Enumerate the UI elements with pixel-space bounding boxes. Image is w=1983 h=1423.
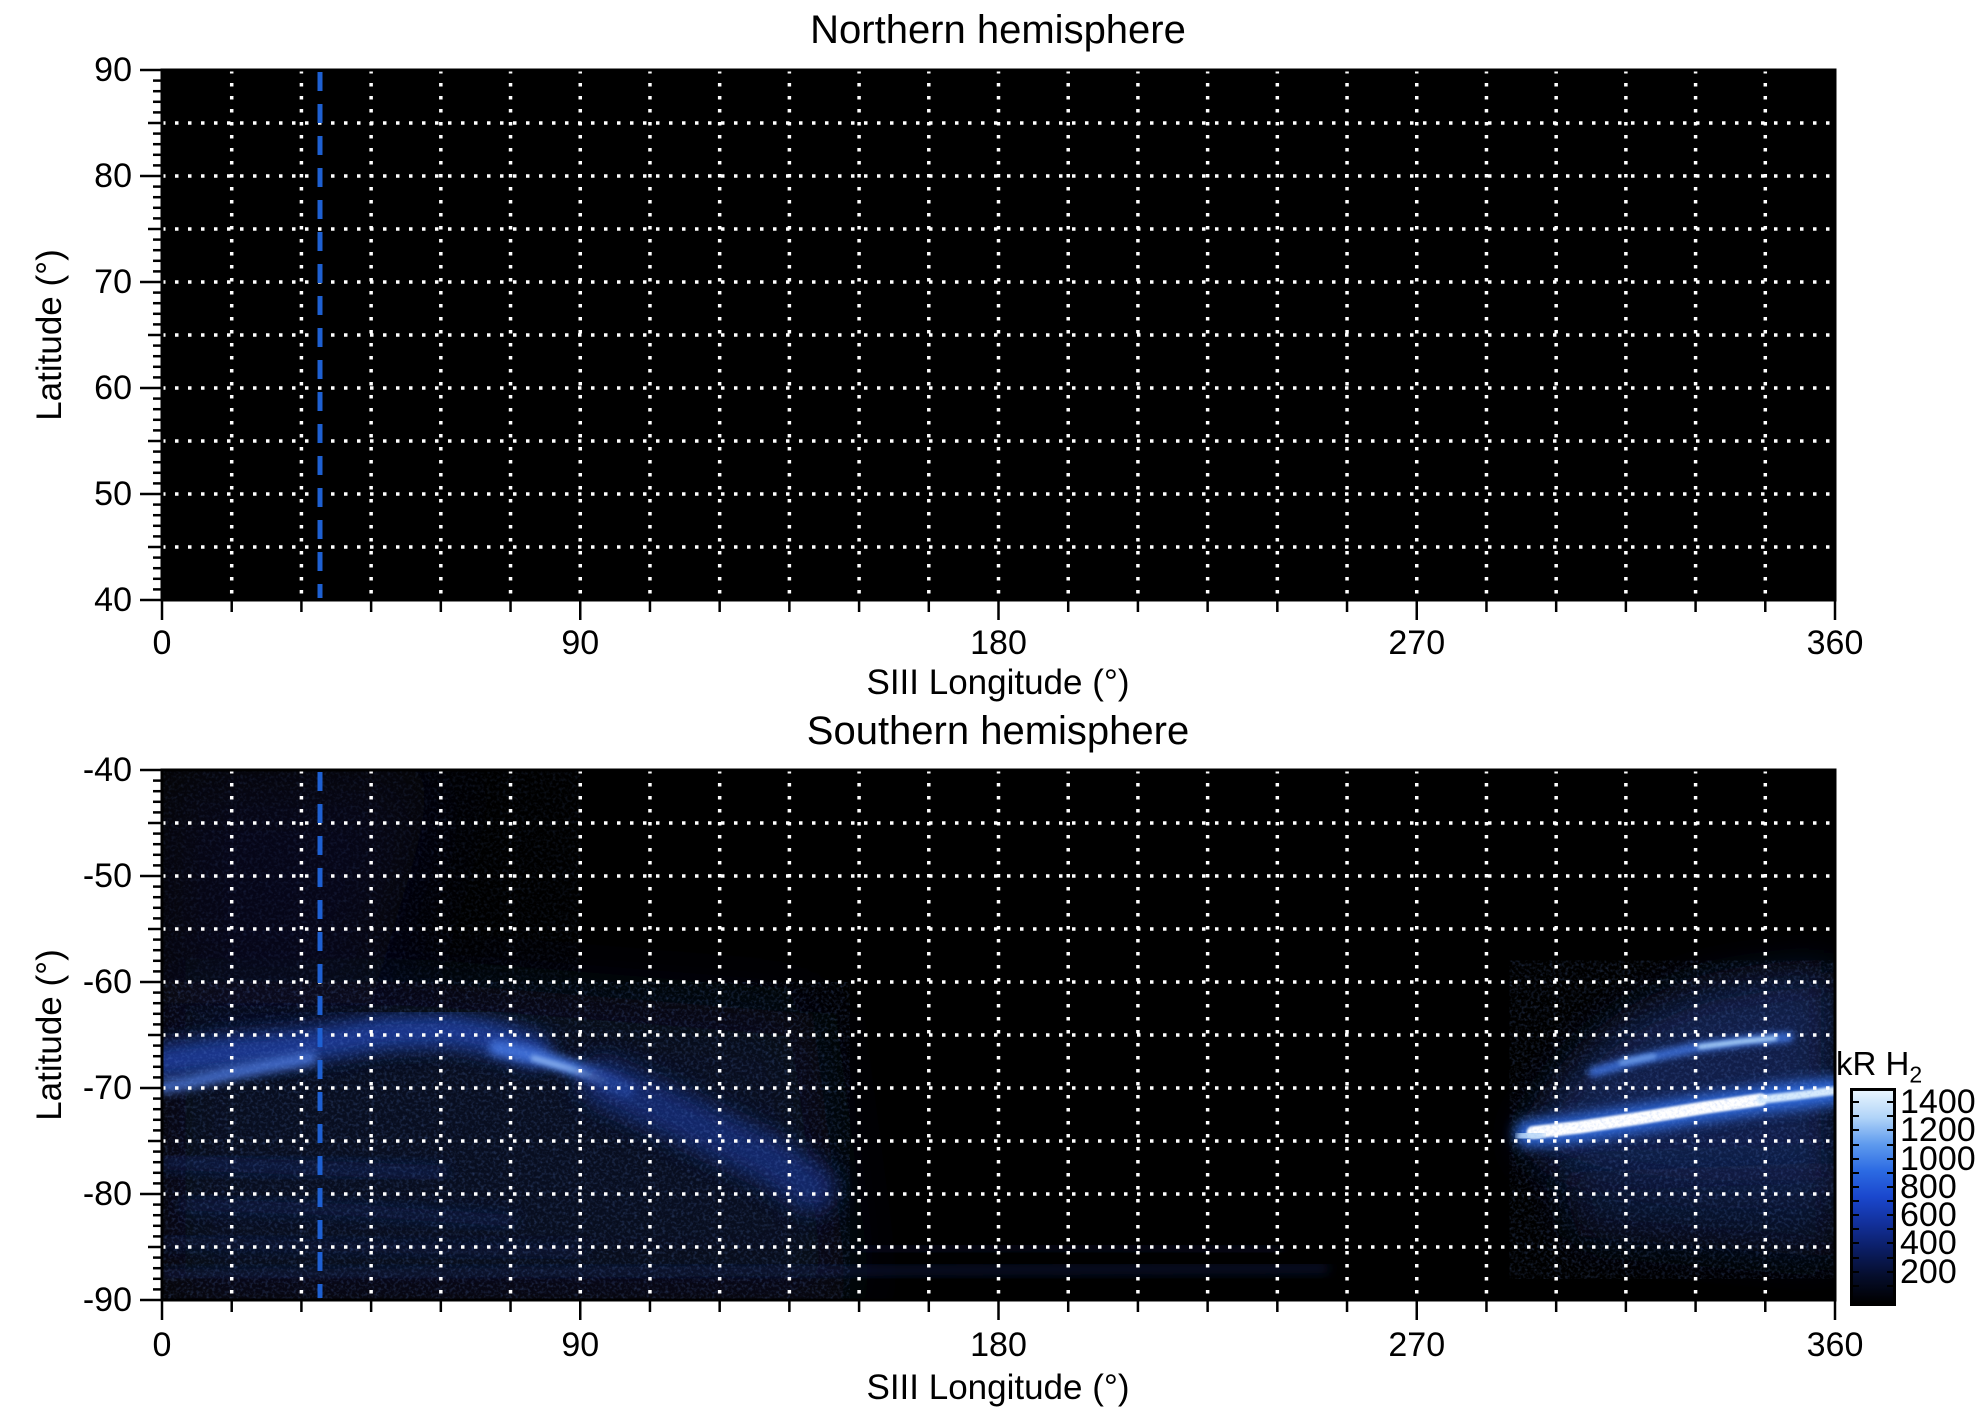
colorbar-tickmark [1887, 1185, 1893, 1188]
colorbar-tick-label: 600 [1900, 1196, 1957, 1235]
south-y-tick-label: -40 [82, 751, 132, 789]
colorbar-tickmark [1887, 1101, 1893, 1104]
north-y-tick-label: 60 [94, 369, 132, 407]
emission-bottom-streak-2 [854, 1242, 1282, 1255]
colorbar-tickmark [1887, 1284, 1893, 1287]
colorbar-tickmark [1853, 1115, 1859, 1118]
colorbar-tickmark [1853, 1214, 1859, 1217]
north-y-tick-label: 90 [94, 51, 132, 89]
colorbar-tickmark [1853, 1284, 1859, 1287]
colorbar-tick-label: 400 [1900, 1224, 1957, 1263]
north-y-tick-label: 50 [94, 475, 132, 513]
south-x-tick-label: 90 [561, 1326, 600, 1364]
colorbar-tickmark [1887, 1200, 1893, 1203]
panel-border [160, 68, 1837, 602]
colorbar-tickmark [1853, 1228, 1859, 1231]
colorbar-tick-label: 800 [1900, 1167, 1957, 1206]
colorbar-tickmark [1853, 1256, 1859, 1259]
colorbar-tickmark [1887, 1256, 1893, 1259]
colorbar-tickmark [1853, 1129, 1859, 1132]
north-xaxis-title: SIII Longitude (°) [866, 663, 1130, 702]
colorbar-tickmark [1887, 1242, 1893, 1245]
north-panel-title: Northern hemisphere [810, 8, 1186, 52]
colorbar-tickmark [1853, 1171, 1859, 1174]
colorbar-tickmark [1887, 1157, 1893, 1160]
north-x-tick-label: 180 [970, 624, 1027, 662]
south-xaxis-title: SIII Longitude (°) [866, 1368, 1130, 1407]
colorbar [1850, 1088, 1896, 1306]
colorbar-tickmark [1853, 1270, 1859, 1273]
south-panel-title: Southern hemisphere [806, 709, 1190, 753]
south-x-tick-label: 180 [970, 1326, 1027, 1364]
south-x-tick-label: 360 [1806, 1326, 1864, 1364]
panel-border [160, 768, 1837, 1302]
north-y-tick-label: 40 [94, 581, 132, 619]
south-y-tick-label: -60 [82, 963, 132, 1001]
colorbar-tickmark [1853, 1157, 1859, 1160]
colorbar-tickmark [1887, 1270, 1893, 1273]
colorbar-tickmark [1887, 1171, 1893, 1174]
colorbar-tickmark [1853, 1242, 1859, 1245]
colorbar-tickmark [1887, 1214, 1893, 1217]
north-x-tick-label: 90 [561, 624, 600, 662]
north-panel [140, 68, 1837, 620]
north-x-tick-label: 270 [1388, 624, 1446, 662]
south-y-tick-label: -80 [82, 1175, 132, 1213]
colorbar-tick-label: 1000 [1900, 1139, 1976, 1178]
colorbar-tickmark [1887, 1228, 1893, 1231]
south-y-tick-label: -90 [82, 1281, 132, 1319]
south-y-tick-label: -70 [82, 1069, 132, 1107]
colorbar-tick-label: 200 [1900, 1252, 1957, 1291]
axis-ticks [140, 768, 1837, 1320]
grid-lines [162, 770, 1835, 1300]
colorbar-units-subscript: 2 [1909, 1061, 1923, 1088]
north-x-tick-label: 0 [152, 624, 172, 662]
grid-lines [162, 70, 1835, 600]
colorbar-tick-label: 1200 [1900, 1111, 1976, 1150]
colorbar-tickmark [1887, 1129, 1893, 1132]
colorbar-tickmark [1853, 1101, 1859, 1104]
north-y-tick-label: 70 [94, 263, 132, 301]
south-x-tick-label: 0 [152, 1326, 172, 1364]
colorbar-tickmark [1853, 1200, 1859, 1203]
colorbar-tickmark [1887, 1143, 1893, 1146]
north-y-tick-label: 80 [94, 157, 132, 195]
colorbar-units-label: kR H2 [1836, 1045, 1923, 1088]
colorbar-tickmark [1853, 1185, 1859, 1188]
emission-noise [1509, 960, 1835, 1279]
south-y-tick-label: -50 [82, 857, 132, 895]
south-panel [140, 768, 1837, 1320]
colorbar-tickmark [1853, 1143, 1859, 1146]
colorbar-tickmark [1887, 1115, 1893, 1118]
south-x-tick-label: 270 [1388, 1326, 1446, 1364]
emission-noise [162, 982, 850, 1300]
north-x-tick-label: 360 [1806, 624, 1864, 662]
colorbar-tick-label: 1400 [1900, 1083, 1976, 1122]
